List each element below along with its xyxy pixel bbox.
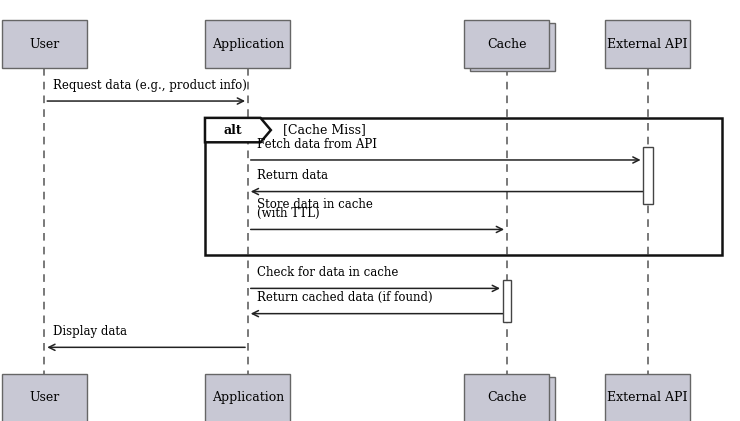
FancyBboxPatch shape <box>1 374 87 421</box>
Text: Cache: Cache <box>487 38 527 51</box>
Text: Cache: Cache <box>487 392 527 404</box>
FancyBboxPatch shape <box>465 20 549 68</box>
Text: Fetch data from API: Fetch data from API <box>257 138 377 151</box>
Text: Check for data in cache: Check for data in cache <box>257 266 398 279</box>
Text: Return data: Return data <box>257 169 328 182</box>
Text: Request data (e.g., product info): Request data (e.g., product info) <box>53 79 247 92</box>
FancyBboxPatch shape <box>605 20 690 68</box>
FancyBboxPatch shape <box>1 20 87 68</box>
Text: User: User <box>30 392 59 404</box>
FancyBboxPatch shape <box>465 374 549 421</box>
Text: Return cached data (if found): Return cached data (if found) <box>257 291 432 304</box>
Text: Application: Application <box>212 392 284 404</box>
Text: alt: alt <box>223 124 242 136</box>
FancyBboxPatch shape <box>470 376 555 421</box>
FancyBboxPatch shape <box>605 374 690 421</box>
Text: User: User <box>30 38 59 51</box>
Text: Display data: Display data <box>53 325 127 338</box>
Polygon shape <box>205 118 271 142</box>
FancyBboxPatch shape <box>206 374 290 421</box>
FancyBboxPatch shape <box>206 20 290 68</box>
Text: External API: External API <box>608 38 687 51</box>
Text: Store data in cache: Store data in cache <box>257 198 373 211</box>
Text: (with TTL): (with TTL) <box>257 207 320 220</box>
Bar <box>205 118 722 255</box>
Text: [Cache Miss]: [Cache Miss] <box>283 124 366 136</box>
FancyBboxPatch shape <box>470 23 555 71</box>
Text: External API: External API <box>608 392 687 404</box>
Text: Application: Application <box>212 38 284 51</box>
Bar <box>644 147 653 204</box>
Bar <box>503 280 511 322</box>
